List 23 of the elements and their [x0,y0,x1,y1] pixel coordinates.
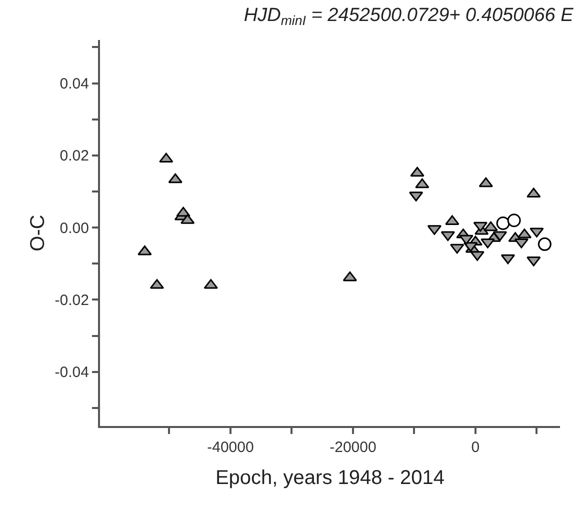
point [507,214,521,228]
point [538,237,552,251]
y-tick-label: 0.02 [60,148,89,165]
x-tick-label: -20000 [330,439,376,456]
point [342,271,358,282]
point [159,152,174,163]
y-tick-label: 0.04 [60,76,89,93]
point [415,178,430,188]
point [478,177,493,188]
x-tick-label: 0 [471,439,480,456]
y-tick-label: 0.00 [60,220,89,237]
point [484,221,498,232]
x-tick-label: -40000 [207,439,254,456]
point [168,173,182,184]
y-tick-label: -0.04 [54,364,89,382]
chart-title: HJD$_{minI}$ = 2452500.0729+ 0.4050066 E [244,4,574,28]
point [526,188,541,198]
y-tick-label: -0.02 [54,292,89,309]
y-axis-title: O-C [26,214,49,252]
point [176,206,190,217]
point [496,216,510,230]
point [410,166,424,177]
x-axis-title: Epoch, years 1948 - 2014 [215,467,445,489]
